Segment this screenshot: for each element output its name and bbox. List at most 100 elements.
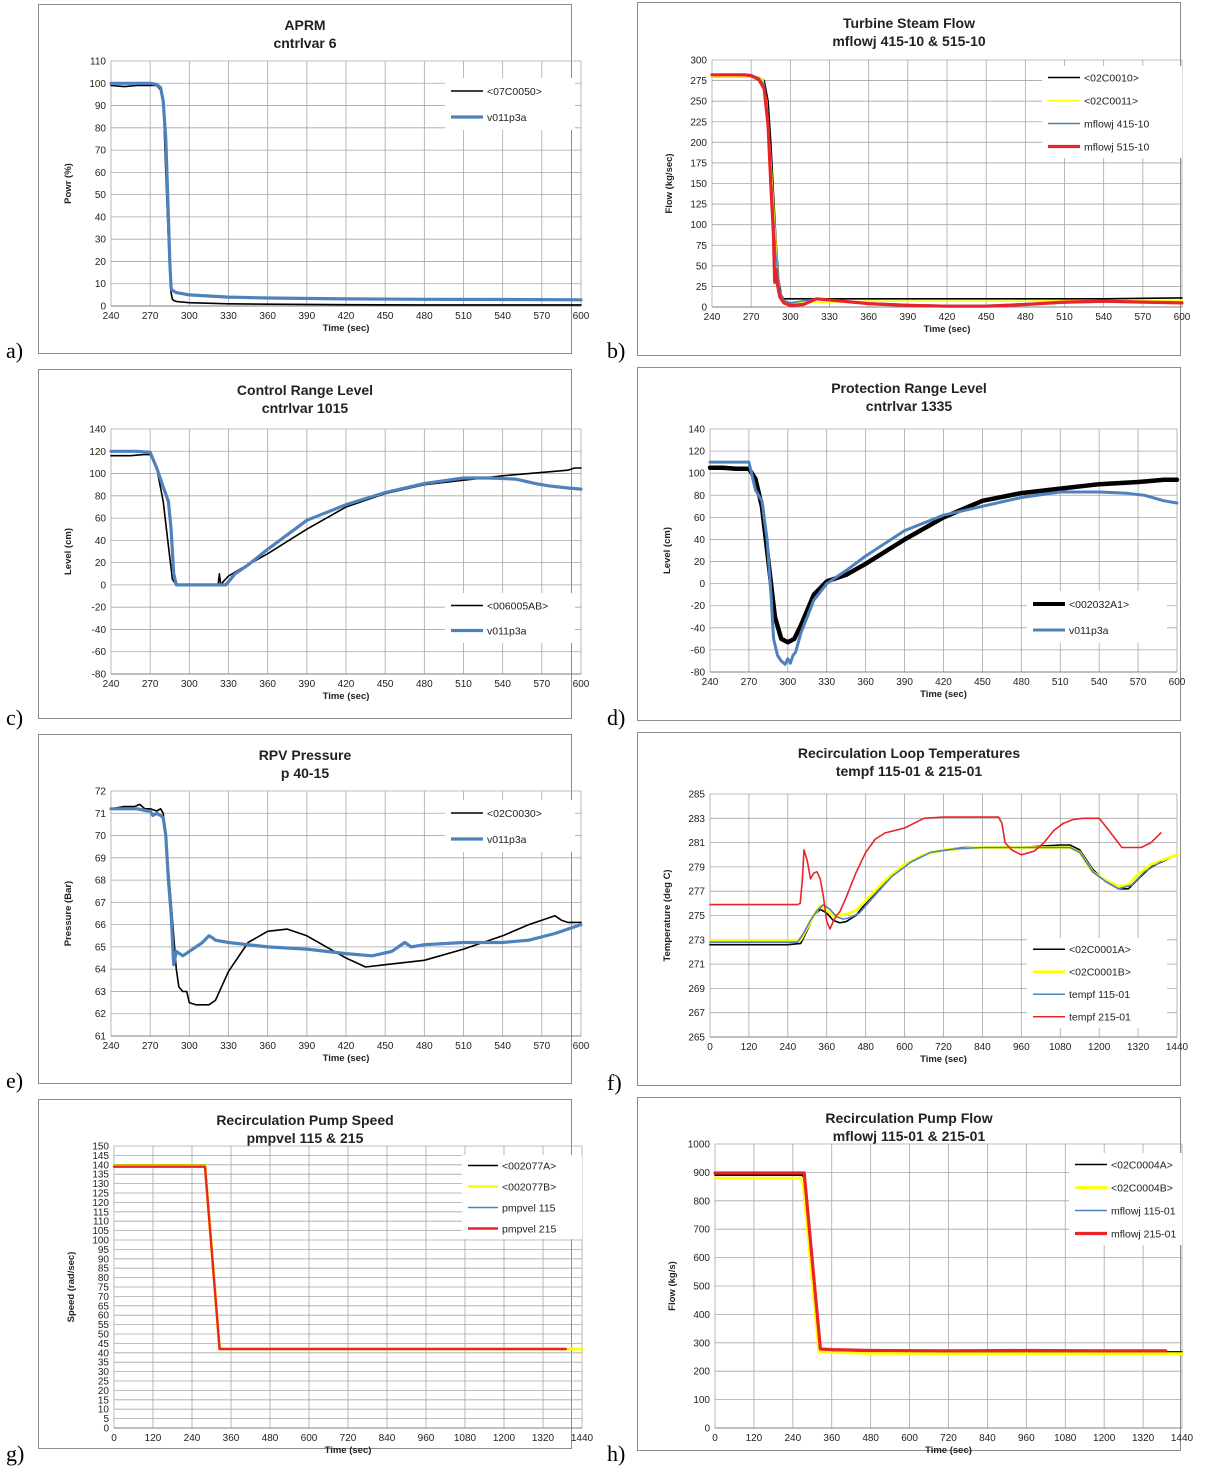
y-tick-label: 400	[693, 1310, 710, 1321]
y-tick-label: 0	[701, 303, 707, 314]
legend-label: mflowj 515-10	[1084, 141, 1150, 153]
chart-plot-svg: 0 120 240 360 480 600 720 840 960 1080 1200 1320 144…	[667, 1140, 1194, 1457]
y-tick-label: 80	[95, 491, 107, 502]
y-tick-label: 800	[693, 1196, 710, 1207]
y-tick-label: 145	[92, 1151, 109, 1162]
x-tick-label: 510	[1056, 312, 1073, 323]
x-tick-label: 960	[418, 1433, 435, 1444]
legend-label: <002077B>	[502, 1181, 556, 1193]
y-tick-label: 71	[95, 809, 107, 820]
y-tick-label: 105	[92, 1226, 109, 1237]
y-tick-label: 500	[693, 1282, 710, 1293]
y-tick-label: 20	[95, 257, 107, 268]
x-tick-label: 270	[743, 312, 760, 323]
x-tick-label: 1200	[1093, 1433, 1116, 1444]
y-tick-label: 25	[98, 1377, 110, 1388]
chart-title: Recirculation Pump Flow	[825, 1110, 993, 1126]
y-tick-label: 225	[690, 117, 707, 128]
chart-subtitle: cntrlvar 1015	[261, 400, 349, 416]
x-axis-label: Time (sec)	[925, 1445, 972, 1456]
chart-subtitle: mflowj 115-01 & 215-01	[832, 1128, 986, 1144]
series-line-mflowj-515-10	[710, 73, 1184, 308]
x-tick-label: 390	[896, 677, 913, 688]
x-tick-label: 540	[494, 311, 511, 322]
x-tick-label: 420	[338, 1041, 355, 1052]
x-tick-label: 1320	[1127, 1042, 1150, 1053]
chart-plot-svg: 240 270 300 330 360 390 420 450 480 510 540 570 600-…	[63, 425, 590, 703]
panel-letter: f)	[607, 1070, 622, 1095]
x-tick-label: 540	[494, 1041, 511, 1052]
series-line-02c0030	[110, 803, 582, 1006]
legend-label: v011p3a	[1069, 625, 1109, 637]
y-tick-label: 70	[95, 831, 107, 842]
chart-panel-protection-range-level: d) Protection Range Level cntrlvar 1335 240…	[607, 365, 1211, 730]
y-tick-label: 135	[92, 1170, 109, 1181]
x-tick-label: 840	[974, 1042, 991, 1053]
x-tick-label: 300	[181, 311, 198, 322]
y-tick-label: -60	[691, 645, 706, 656]
x-tick-label: 450	[377, 679, 394, 690]
chart-subtitle: pmpvel 115 & 215	[246, 1130, 364, 1146]
series-line-tempf-115-01	[709, 846, 1162, 943]
y-tick-label: -40	[691, 623, 706, 634]
chart-panel-recirculation-pump-speed: g) Recirculation Pump Speed pmpvel 115 & 2…	[0, 1095, 607, 1466]
y-tick-label: 267	[688, 1008, 705, 1019]
legend-label: <02C0004B>	[1111, 1182, 1173, 1194]
panel-letter: c)	[6, 705, 24, 730]
legend-label: tempf 215-01	[1069, 1012, 1131, 1024]
y-tick-label: 20	[95, 558, 107, 569]
x-tick-label: 1080	[1054, 1433, 1077, 1444]
x-tick-label: 0	[111, 1433, 117, 1444]
y-tick-label: 125	[690, 200, 707, 211]
y-axis-label: Powr (%)	[63, 163, 74, 204]
y-tick-label: 275	[688, 911, 705, 922]
x-axis-label: Time (sec)	[325, 1445, 372, 1456]
series-line-pmpvel-215	[112, 1165, 567, 1351]
y-tick-label: 1000	[688, 1140, 711, 1151]
chart-title: Protection Range Level	[831, 380, 987, 396]
x-tick-label: 330	[220, 679, 237, 690]
x-tick-label: 1200	[1088, 1042, 1111, 1053]
y-tick-label: 110	[90, 57, 106, 68]
x-tick-label: 330	[220, 1041, 237, 1052]
y-tick-label: 283	[688, 814, 705, 825]
y-tick-label: 125	[92, 1189, 109, 1200]
chart-plot-svg: 240 270 300 330 360 390 420 450 480 510 540 570 600 0…	[63, 57, 590, 335]
chart-panel-rpv-pressure: e) RPV Pressure p 40-15 240 270 300 330 360 390 4…	[0, 730, 607, 1095]
y-tick-label: 90	[98, 1254, 110, 1265]
y-tick-label: 65	[95, 942, 107, 953]
x-tick-label: 330	[818, 677, 835, 688]
y-tick-label: 281	[688, 838, 705, 849]
x-tick-label: 1200	[493, 1433, 516, 1444]
y-tick-label: 20	[98, 1386, 110, 1397]
x-tick-label: 390	[298, 679, 315, 690]
x-tick-label: 330	[821, 312, 838, 323]
x-tick-label: 450	[974, 677, 991, 688]
x-tick-label: 360	[259, 679, 276, 690]
chart-subtitle: cntrlvar 1335	[865, 398, 953, 414]
chart-title: Turbine Steam Flow	[843, 15, 975, 31]
y-axis-label: Speed (rad/sec)	[66, 1252, 77, 1323]
chart-plot-svg: 0 120 240 360 480 600 720 840 960 1080 1200 1320 144…	[66, 1142, 594, 1457]
chart-panel-control-range-level: c) Control Range Level cntrlvar 1015 240 270…	[0, 365, 607, 730]
panel-letter: d)	[607, 705, 626, 730]
y-tick-label: 40	[95, 212, 107, 223]
legend-label: mflowj 215-01	[1111, 1228, 1177, 1240]
y-tick-label: -80	[92, 670, 107, 681]
legend-label: <02C0030>	[487, 808, 542, 820]
legend-label: <006005AB>	[487, 600, 548, 612]
x-tick-label: 240	[702, 677, 719, 688]
y-tick-label: 5	[103, 1414, 109, 1425]
y-tick-label: 271	[688, 960, 705, 971]
chart-plot-svg: 0 120 240 360 480 600 720 840 960 1080 1200 1320 144…	[662, 790, 1189, 1066]
x-tick-label: 510	[455, 1041, 472, 1052]
y-tick-label: 0	[699, 579, 705, 590]
legend-label: v011p3a	[487, 625, 527, 637]
legend-box	[445, 78, 575, 130]
legend-box	[1069, 1153, 1182, 1245]
chart-panel-recirculation-loop-temperatures: f) Recirculation Loop Temperatures tempf 1…	[607, 730, 1211, 1095]
chart-plot-svg: 240 270 300 330 360 390 420 450 480 510 540 570 600 0…	[664, 56, 1191, 336]
x-tick-label: 1320	[532, 1433, 555, 1444]
legend-label: <02C0010>	[1084, 72, 1139, 84]
x-tick-label: 360	[223, 1433, 240, 1444]
